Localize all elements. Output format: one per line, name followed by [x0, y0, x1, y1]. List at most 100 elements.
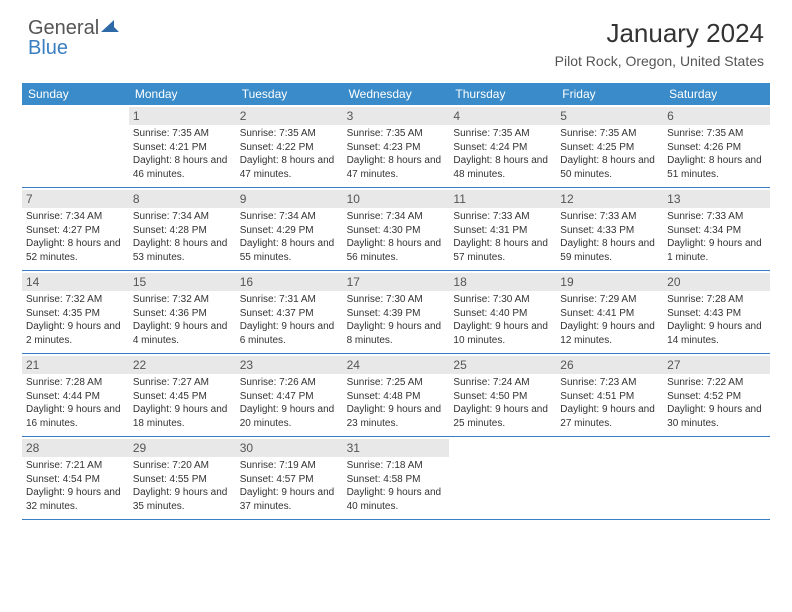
sunset-text: Sunset: 4:26 PM: [667, 141, 766, 155]
sunrise-text: Sunrise: 7:25 AM: [347, 376, 446, 390]
sunrise-text: Sunrise: 7:33 AM: [453, 210, 552, 224]
day-info: Sunrise: 7:28 AMSunset: 4:44 PMDaylight:…: [26, 376, 125, 430]
daylight-text: Daylight: 9 hours and 20 minutes.: [240, 403, 339, 430]
sunrise-text: Sunrise: 7:35 AM: [667, 127, 766, 141]
sunset-text: Sunset: 4:29 PM: [240, 224, 339, 238]
sunrise-text: Sunrise: 7:27 AM: [133, 376, 232, 390]
day-cell: 27Sunrise: 7:22 AMSunset: 4:52 PMDayligh…: [663, 354, 770, 436]
day-header-tue: Tuesday: [236, 83, 343, 105]
day-cell: 18Sunrise: 7:30 AMSunset: 4:40 PMDayligh…: [449, 271, 556, 353]
day-number: 11: [449, 190, 556, 208]
day-number: 29: [129, 439, 236, 457]
daylight-text: Daylight: 9 hours and 14 minutes.: [667, 320, 766, 347]
day-number: 10: [343, 190, 450, 208]
logo-sail-icon: [101, 17, 119, 39]
daylight-text: Daylight: 9 hours and 18 minutes.: [133, 403, 232, 430]
daylight-text: Daylight: 8 hours and 52 minutes.: [26, 237, 125, 264]
sunset-text: Sunset: 4:35 PM: [26, 307, 125, 321]
sunrise-text: Sunrise: 7:31 AM: [240, 293, 339, 307]
day-cell: [663, 437, 770, 519]
sunrise-text: Sunrise: 7:35 AM: [133, 127, 232, 141]
sunrise-text: Sunrise: 7:28 AM: [26, 376, 125, 390]
day-info: Sunrise: 7:34 AMSunset: 4:27 PMDaylight:…: [26, 210, 125, 264]
day-info: Sunrise: 7:35 AMSunset: 4:22 PMDaylight:…: [240, 127, 339, 181]
daylight-text: Daylight: 8 hours and 56 minutes.: [347, 237, 446, 264]
day-cell: 19Sunrise: 7:29 AMSunset: 4:41 PMDayligh…: [556, 271, 663, 353]
logo: General Blue: [28, 18, 119, 58]
logo-word-blue: Blue: [28, 37, 68, 59]
sunrise-text: Sunrise: 7:26 AM: [240, 376, 339, 390]
day-number: 18: [449, 273, 556, 291]
day-number: 28: [22, 439, 129, 457]
day-cell: 31Sunrise: 7:18 AMSunset: 4:58 PMDayligh…: [343, 437, 450, 519]
sunset-text: Sunset: 4:23 PM: [347, 141, 446, 155]
sunset-text: Sunset: 4:48 PM: [347, 390, 446, 404]
day-cell: 23Sunrise: 7:26 AMSunset: 4:47 PMDayligh…: [236, 354, 343, 436]
day-number: 4: [449, 107, 556, 125]
sunset-text: Sunset: 4:25 PM: [560, 141, 659, 155]
day-header-fri: Friday: [556, 83, 663, 105]
sunset-text: Sunset: 4:22 PM: [240, 141, 339, 155]
sunrise-text: Sunrise: 7:21 AM: [26, 459, 125, 473]
day-info: Sunrise: 7:32 AMSunset: 4:35 PMDaylight:…: [26, 293, 125, 347]
day-info: Sunrise: 7:33 AMSunset: 4:31 PMDaylight:…: [453, 210, 552, 264]
sunrise-text: Sunrise: 7:29 AM: [560, 293, 659, 307]
sunset-text: Sunset: 4:39 PM: [347, 307, 446, 321]
day-cell: [449, 437, 556, 519]
sunset-text: Sunset: 4:41 PM: [560, 307, 659, 321]
sunset-text: Sunset: 4:51 PM: [560, 390, 659, 404]
day-cell: [556, 437, 663, 519]
day-header-sat: Saturday: [663, 83, 770, 105]
weeks-container: 1Sunrise: 7:35 AMSunset: 4:21 PMDaylight…: [22, 105, 770, 520]
daylight-text: Daylight: 8 hours and 47 minutes.: [240, 154, 339, 181]
day-info: Sunrise: 7:25 AMSunset: 4:48 PMDaylight:…: [347, 376, 446, 430]
day-info: Sunrise: 7:34 AMSunset: 4:28 PMDaylight:…: [133, 210, 232, 264]
day-header-row: Sunday Monday Tuesday Wednesday Thursday…: [22, 83, 770, 105]
day-cell: 6 Sunrise: 7:35 AMSunset: 4:26 PMDaylight…: [663, 105, 770, 187]
day-header-thu: Thursday: [449, 83, 556, 105]
week-row: 14Sunrise: 7:32 AMSunset: 4:35 PMDayligh…: [22, 271, 770, 354]
day-info: Sunrise: 7:35 AMSunset: 4:24 PMDaylight:…: [453, 127, 552, 181]
day-cell: 12Sunrise: 7:33 AMSunset: 4:33 PMDayligh…: [556, 188, 663, 270]
location-label: Pilot Rock, Oregon, United States: [555, 53, 764, 69]
day-cell: 2Sunrise: 7:35 AMSunset: 4:22 PMDaylight…: [236, 105, 343, 187]
daylight-text: Daylight: 9 hours and 6 minutes.: [240, 320, 339, 347]
day-number: 16: [236, 273, 343, 291]
sunset-text: Sunset: 4:31 PM: [453, 224, 552, 238]
day-info: Sunrise: 7:33 AMSunset: 4:34 PMDaylight:…: [667, 210, 766, 264]
day-number: 14: [22, 273, 129, 291]
sunset-text: Sunset: 4:37 PM: [240, 307, 339, 321]
sunrise-text: Sunrise: 7:23 AM: [560, 376, 659, 390]
day-cell: 24Sunrise: 7:25 AMSunset: 4:48 PMDayligh…: [343, 354, 450, 436]
sunrise-text: Sunrise: 7:32 AM: [133, 293, 232, 307]
sunset-text: Sunset: 4:45 PM: [133, 390, 232, 404]
daylight-text: Daylight: 9 hours and 1 minute.: [667, 237, 766, 264]
sunset-text: Sunset: 4:30 PM: [347, 224, 446, 238]
day-number: 26: [556, 356, 663, 374]
day-number: 6: [663, 107, 770, 125]
day-header-mon: Monday: [129, 83, 236, 105]
sunset-text: Sunset: 4:55 PM: [133, 473, 232, 487]
day-info: Sunrise: 7:23 AMSunset: 4:51 PMDaylight:…: [560, 376, 659, 430]
day-cell: 17Sunrise: 7:30 AMSunset: 4:39 PMDayligh…: [343, 271, 450, 353]
day-info: Sunrise: 7:22 AMSunset: 4:52 PMDaylight:…: [667, 376, 766, 430]
sunset-text: Sunset: 4:21 PM: [133, 141, 232, 155]
sunrise-text: Sunrise: 7:30 AM: [347, 293, 446, 307]
day-info: Sunrise: 7:35 AMSunset: 4:25 PMDaylight:…: [560, 127, 659, 181]
day-info: Sunrise: 7:20 AMSunset: 4:55 PMDaylight:…: [133, 459, 232, 513]
header: General Blue January 2024 Pilot Rock, Or…: [0, 0, 792, 75]
sunrise-text: Sunrise: 7:35 AM: [453, 127, 552, 141]
day-info: Sunrise: 7:35 AMSunset: 4:26 PMDaylight:…: [667, 127, 766, 181]
day-cell: 21Sunrise: 7:28 AMSunset: 4:44 PMDayligh…: [22, 354, 129, 436]
sunrise-text: Sunrise: 7:34 AM: [240, 210, 339, 224]
daylight-text: Daylight: 9 hours and 35 minutes.: [133, 486, 232, 513]
day-number: 7: [22, 190, 129, 208]
day-number: 22: [129, 356, 236, 374]
day-number: 5: [556, 107, 663, 125]
day-number: 1: [129, 107, 236, 125]
logo-text: General Blue: [28, 18, 119, 58]
daylight-text: Daylight: 8 hours and 46 minutes.: [133, 154, 232, 181]
sunrise-text: Sunrise: 7:34 AM: [133, 210, 232, 224]
sunrise-text: Sunrise: 7:35 AM: [240, 127, 339, 141]
day-cell: 13Sunrise: 7:33 AMSunset: 4:34 PMDayligh…: [663, 188, 770, 270]
